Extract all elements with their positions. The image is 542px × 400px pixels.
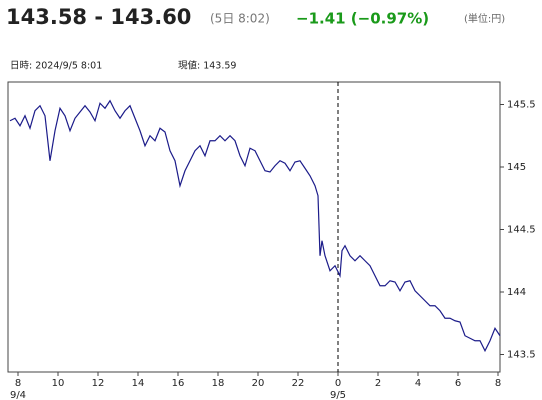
y-tick-label: 144 <box>507 287 526 298</box>
x-tick-label: 20 <box>252 378 265 389</box>
x-tick-label: 22 <box>292 378 305 389</box>
x-tick-label: 0 <box>335 378 341 389</box>
x-tick-label: 8 <box>495 378 501 389</box>
x-tick-label: 4 <box>415 378 421 389</box>
x-tick-label: 18 <box>212 378 225 389</box>
plot-frame <box>7 81 501 373</box>
info-current: 現値: 143.59 <box>178 60 236 72</box>
x-tick-label: 12 <box>92 378 105 389</box>
x-tick-label: 8 <box>15 378 21 389</box>
date-label: 9/5 <box>330 390 346 400</box>
y-tick-label: 143.5 <box>507 350 536 361</box>
x-tick-label: 16 <box>172 378 185 389</box>
y-tick-label: 144.5 <box>507 225 536 236</box>
x-tick-label: 10 <box>52 378 65 389</box>
date-label: 9/4 <box>10 390 26 400</box>
price-line <box>9 99 501 353</box>
x-tick-label: 6 <box>455 378 461 389</box>
x-tick-label: 2 <box>375 378 381 389</box>
x-tick-label: 14 <box>132 378 145 389</box>
price: 143.58 - 143.60 <box>6 5 191 29</box>
time: (5日 8:02) <box>210 12 270 26</box>
y-tick-label: 145 <box>507 162 526 173</box>
unit: (単位:円) <box>464 12 505 25</box>
y-tick-label: 145.5 <box>507 100 536 111</box>
change: −1.41 (−0.97%) <box>296 10 429 28</box>
info-datetime: 日時: 2024/9/5 8:01 <box>10 61 102 72</box>
